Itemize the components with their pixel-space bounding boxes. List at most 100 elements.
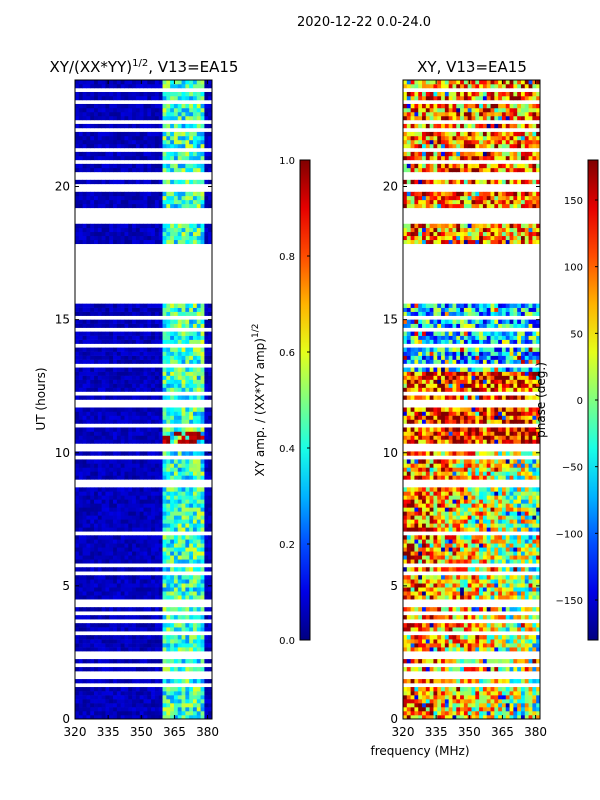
- heatmap-cell: [513, 539, 518, 544]
- heatmap-cell: [82, 387, 87, 392]
- heatmap-cell: [403, 623, 408, 628]
- heatmap-cell: [135, 627, 141, 632]
- heatmap-cell: [482, 707, 488, 712]
- heatmap-cell: [513, 547, 518, 552]
- heatmap-cell: [406, 711, 412, 716]
- heatmap-cell: [425, 527, 431, 532]
- heatmap-cell: [128, 691, 133, 696]
- heatmap-cell: [147, 691, 152, 696]
- heatmap-cell: [75, 143, 80, 149]
- heatmap-cell: [143, 199, 148, 205]
- heatmap-cell: [189, 703, 194, 708]
- heatmap-cell: [166, 339, 171, 344]
- heatmap-cell: [143, 543, 148, 548]
- heatmap-cell: [101, 519, 106, 524]
- heatmap-cell: [189, 359, 194, 364]
- heatmap-cell: [429, 539, 434, 544]
- heatmap-cell: [78, 639, 84, 644]
- heatmap-cell: [208, 155, 212, 161]
- heatmap-cell: [181, 459, 186, 464]
- heatmap-cell: [132, 311, 137, 316]
- heatmap-cell: [181, 199, 186, 205]
- heatmap-cell: [132, 143, 137, 149]
- heatmap-cell: [82, 151, 87, 157]
- heatmap-cell: [185, 411, 190, 416]
- heatmap-cell: [192, 543, 198, 548]
- heatmap-cell: [170, 231, 175, 237]
- heatmap-cell: [90, 83, 95, 89]
- heatmap-cell: [116, 591, 122, 596]
- heatmap-cell: [113, 303, 118, 308]
- heatmap-cell: [143, 475, 148, 480]
- heatmap-cell: [444, 699, 450, 704]
- heatmap-cell: [120, 203, 125, 209]
- heatmap-cell: [406, 659, 412, 664]
- heatmap-cell: [403, 583, 408, 588]
- heatmap-cell: [120, 135, 125, 141]
- heatmap-cell: [166, 379, 171, 384]
- heatmap-cell: [135, 575, 141, 580]
- heatmap-cell: [196, 711, 201, 716]
- heatmap-cell: [418, 659, 423, 664]
- heatmap-cell: [109, 559, 114, 564]
- heatmap-cell: [173, 95, 179, 101]
- heatmap-cell: [151, 367, 156, 372]
- heatmap-cell: [101, 679, 106, 684]
- heatmap-cell: [403, 555, 408, 560]
- heatmap-cell: [143, 687, 148, 692]
- heatmap-cell: [467, 707, 472, 712]
- heatmap-cell: [120, 439, 125, 444]
- heatmap-cell: [143, 367, 148, 372]
- heatmap-cell: [143, 151, 148, 157]
- heatmap-cell: [200, 179, 205, 185]
- heatmap-cell: [471, 607, 476, 612]
- heatmap-cell: [181, 691, 186, 696]
- heatmap-cell: [509, 579, 514, 584]
- heatmap-cell: [116, 711, 122, 716]
- heatmap-cell: [185, 703, 190, 708]
- heatmap-cell: [192, 535, 198, 540]
- heatmap-cell: [192, 339, 198, 344]
- heatmap-cell: [128, 323, 133, 328]
- heatmap-cell: [109, 679, 114, 684]
- heatmap-cell: [147, 627, 152, 632]
- heatmap-cell: [509, 687, 514, 692]
- heatmap-cell: [97, 387, 103, 392]
- heatmap-cell: [170, 347, 175, 352]
- heatmap-cell: [505, 539, 510, 544]
- heatmap-cell: [173, 103, 179, 109]
- heatmap-cell: [109, 699, 114, 704]
- heatmap-cell: [128, 371, 133, 376]
- heatmap-cell: [158, 379, 163, 384]
- heatmap-cell: [139, 707, 144, 712]
- heatmap-cell: [189, 307, 194, 312]
- heatmap-cell: [162, 375, 167, 380]
- heatmap-cell: [189, 439, 194, 444]
- heatmap-cell: [124, 331, 129, 336]
- heatmap-cell: [192, 91, 198, 97]
- heatmap-cell: [147, 351, 152, 356]
- heatmap-cell: [200, 699, 205, 704]
- heatmap-cell: [460, 703, 465, 708]
- heatmap-cell: [86, 519, 91, 524]
- heatmap-cell: [109, 131, 114, 137]
- heatmap-cell: [86, 107, 91, 113]
- heatmap-cell: [192, 435, 198, 440]
- heatmap-cell: [166, 311, 171, 316]
- heatmap-cell: [151, 679, 156, 684]
- heatmap-cell: [147, 383, 152, 388]
- heatmap-cell: [185, 627, 190, 632]
- heatmap-cell: [181, 439, 186, 444]
- heatmap-cell: [490, 687, 495, 692]
- heatmap-cell: [498, 543, 503, 548]
- heatmap-cell: [441, 659, 446, 664]
- heatmap-cell: [532, 643, 537, 648]
- heatmap-cell: [536, 691, 540, 696]
- heatmap-cell: [151, 383, 156, 388]
- heatmap-cell: [154, 163, 160, 169]
- heatmap-cell: [147, 679, 152, 684]
- heatmap-cell: [75, 715, 80, 719]
- heatmap-cell: [128, 583, 133, 588]
- heatmap-cell: [158, 583, 163, 588]
- heatmap-cell: [463, 595, 469, 600]
